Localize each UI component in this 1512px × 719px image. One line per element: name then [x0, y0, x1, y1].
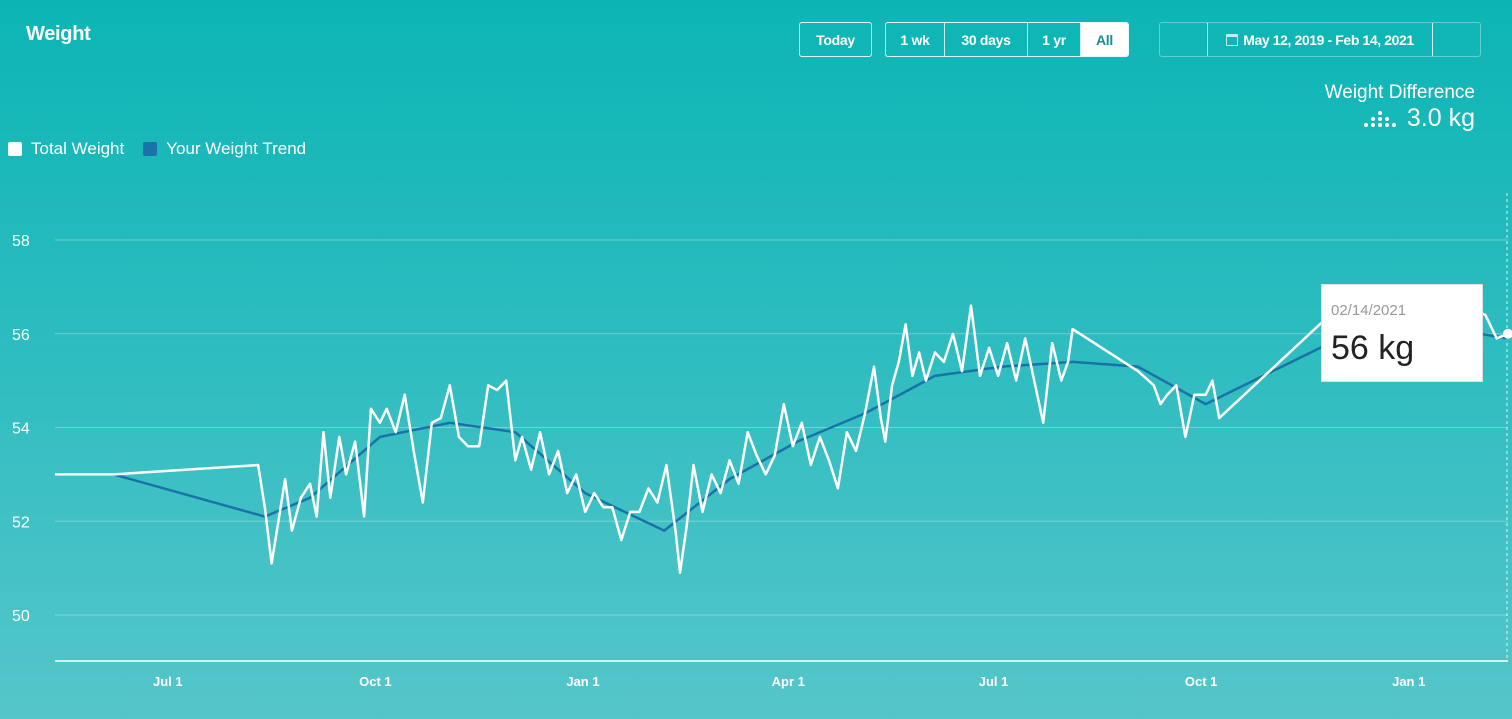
x-tick-label: Jul 1 — [153, 674, 183, 689]
legend-label: Your Weight Trend — [166, 139, 307, 158]
legend-swatch — [143, 142, 158, 156]
y-axis: 50 52 54 56 58 — [12, 233, 30, 625]
data-point-selected — [1503, 328, 1512, 339]
y-tick-label: 50 — [12, 608, 30, 625]
tooltip-date: 02/14/2021 — [1331, 302, 1407, 319]
x-tick-label: Oct 1 — [359, 674, 392, 689]
today-button[interactable]: Today — [799, 22, 872, 57]
page-title: Weight — [26, 23, 91, 45]
series-line-weight-trend — [55, 327, 1509, 532]
y-tick-label: 54 — [12, 421, 30, 438]
y-tick-label: 52 — [12, 514, 30, 531]
bars-dots-icon — [1363, 110, 1396, 127]
legend-swatch — [8, 142, 22, 156]
tooltip-value: 56 kg — [1331, 329, 1415, 367]
x-axis: Jul 1 Oct 1 Jan 1 Apr 1 Jul 1 Oct 1 Jan 1 — [153, 674, 1425, 689]
date-navigator: May 12, 2019 - Feb 14, 2021 — [1159, 22, 1481, 57]
x-tick-label: Oct 1 — [1185, 674, 1218, 689]
x-tick-label: Apr 1 — [772, 674, 805, 689]
legend-label: Total Weight — [31, 139, 125, 158]
y-tick-label: 56 — [12, 327, 30, 344]
date-range-label: May 12, 2019 - Feb 14, 2021 — [1243, 31, 1414, 48]
chart-legend: Total Weight Your Weight Trend — [8, 139, 325, 159]
x-tick-label: Jan 1 — [566, 674, 599, 689]
calendar-icon — [1226, 33, 1239, 46]
x-tick-label: Jan 1 — [1392, 674, 1425, 689]
data-tooltip: 02/14/2021 56 kg — [1321, 284, 1483, 382]
grid-lines — [55, 193, 1508, 662]
series-group — [55, 299, 1512, 575]
date-range-picker[interactable]: May 12, 2019 - Feb 14, 2021 — [1207, 23, 1433, 56]
x-tick-label: Jul 1 — [979, 674, 1009, 689]
weight-difference-label: Weight Difference — [1324, 82, 1475, 103]
legend-total-weight[interactable]: Total Weight — [8, 139, 124, 159]
range-1yr-button[interactable]: 1 yr — [1028, 23, 1081, 56]
range-all-button[interactable]: All — [1081, 23, 1128, 56]
series-line-total-weight — [55, 299, 1509, 575]
weight-difference-value: 3.0 kg — [1406, 104, 1475, 132]
weight-difference: 3.0 kg — [1363, 104, 1475, 133]
y-tick-label: 58 — [12, 233, 30, 250]
legend-weight-trend[interactable]: Your Weight Trend — [143, 139, 306, 159]
range-1wk-button[interactable]: 1 wk — [886, 23, 945, 56]
range-selector: 1 wk 30 days 1 yr All — [885, 22, 1129, 57]
range-30days-button[interactable]: 30 days — [945, 23, 1028, 56]
